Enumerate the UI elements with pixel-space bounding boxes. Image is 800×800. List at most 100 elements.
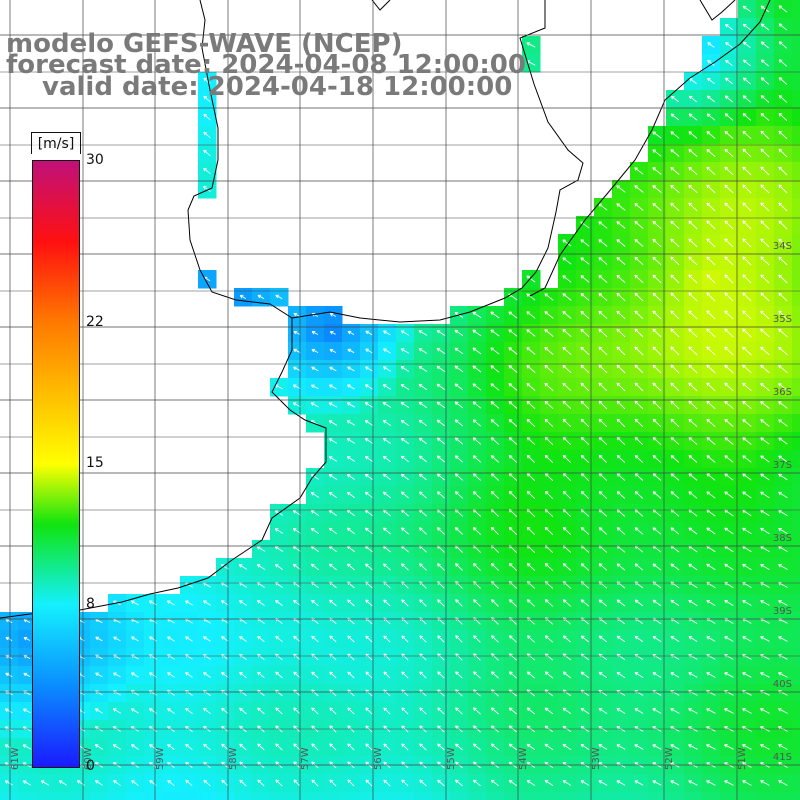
wind-arrow [419,689,427,697]
wind-arrow [778,346,788,356]
wind-arrow [113,636,121,642]
wind-arrow [328,563,337,571]
wind-arrow [778,41,788,49]
wind-arrow [473,635,481,643]
wind-arrow [203,636,211,642]
wind-arrow [670,166,680,175]
wind-arrow [652,527,662,535]
wind-arrow [437,653,445,661]
wind-arrow [401,671,409,679]
wind-arrow [22,780,32,786]
wind-arrow [706,95,715,103]
wind-arrow [598,635,608,643]
wind-arrow [706,310,716,320]
wind-cell [288,792,307,800]
wind-arrow [400,473,409,481]
wind-arrow [364,420,374,426]
wind-arrow [688,527,698,535]
wind-cell [648,792,667,800]
wind-arrow [455,689,463,697]
wind-arrow [382,402,392,408]
wind-arrow [472,707,481,715]
wind-arrow [670,113,680,121]
wind-arrow [311,653,319,661]
wind-arrow [508,671,517,679]
wind-arrow [383,635,391,643]
wind-arrow [598,780,608,786]
wind-arrow [472,455,481,463]
wind-arrow [454,401,464,409]
coastline-segment [529,0,771,297]
wind-cell [792,216,800,235]
wind-arrow [670,780,680,786]
wind-arrow [706,131,716,139]
wind-arrow [382,384,392,390]
wind-arrow [598,364,608,374]
wind-arrow [221,779,229,787]
wind-arrow [778,600,788,606]
wind-arrow [203,95,211,103]
wind-arrow [311,384,319,390]
wind-arrow [598,257,608,265]
wind-arrow [760,744,770,750]
wind-arrow [760,780,770,786]
wind-arrow [706,328,716,338]
wind-arrow [616,292,626,302]
wind-cell [126,792,145,800]
wind-arrow [760,220,770,230]
wind-arrow [203,149,211,157]
wind-arrow [293,779,301,787]
wind-arrow [490,455,500,463]
wind-arrow [670,95,679,103]
wind-arrow [130,708,139,714]
wind-arrow [526,707,536,715]
wind-cell [468,792,487,800]
wind-arrow [598,436,608,446]
wind-arrow [760,419,770,427]
wind-arrow [670,274,680,284]
wind-arrow [760,491,770,499]
wind-arrow [347,689,355,697]
wind-arrow [203,113,211,121]
wind-arrow [778,455,788,463]
wind-arrow [526,329,536,337]
wind-arrow [148,600,157,606]
wind-arrow [275,707,283,715]
wind-arrow [778,256,788,266]
wind-arrow [742,600,752,606]
wind-arrow [401,653,409,661]
wind-arrow [742,256,752,266]
wind-arrow [778,274,788,284]
wind-arrow [401,707,409,715]
wind-arrow [544,689,554,697]
wind-arrow [778,328,788,338]
wind-arrow [490,473,500,481]
wind-cell [792,738,800,757]
wind-arrow [544,328,554,337]
wind-arrow [688,491,698,499]
wind-arrow [544,599,554,607]
wind-arrow [688,113,698,121]
wind-arrow [742,744,752,750]
wind-arrow [526,689,536,697]
wind-arrow [688,184,698,194]
wind-arrow [616,708,626,714]
wind-arrow [544,562,554,571]
wind-arrow [580,671,590,679]
wind-arrow [346,456,356,462]
wind-arrow [707,60,715,66]
wind-arrow [634,292,644,302]
wind-arrow [598,671,608,679]
latitude-label: 34S [773,241,792,252]
wind-arrow [652,780,662,786]
wind-arrow [131,780,139,786]
wind-arrow [616,310,626,320]
wind-arrow [724,238,734,248]
wind-arrow [688,166,698,176]
wind-cell [792,54,800,73]
longitude-label: 61W [10,747,21,770]
wind-arrow [400,437,409,445]
wind-arrow [508,653,517,661]
wind-arrow [544,400,554,410]
wind-arrow [652,167,662,175]
